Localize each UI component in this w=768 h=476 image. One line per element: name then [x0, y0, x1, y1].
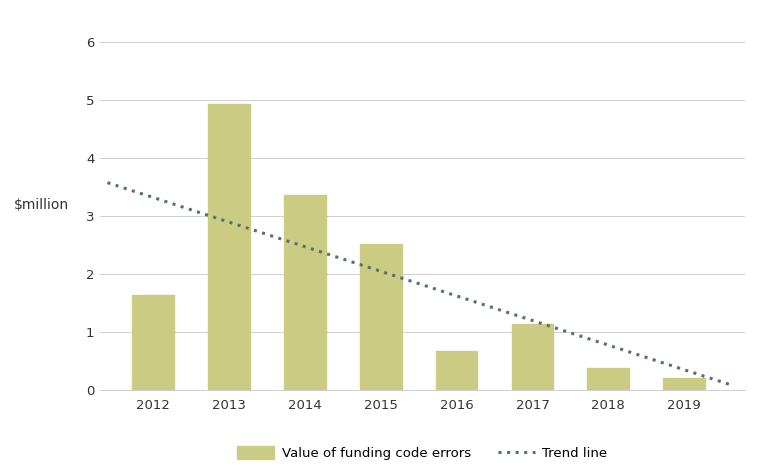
Bar: [588, 368, 629, 390]
Bar: [208, 104, 250, 390]
Bar: [132, 295, 174, 390]
Bar: [435, 351, 478, 390]
Text: $million: $million: [15, 198, 69, 212]
Bar: [511, 324, 553, 390]
Legend: Value of funding code errors, Trend line: Value of funding code errors, Trend line: [232, 441, 613, 466]
Bar: [284, 195, 326, 390]
Bar: [664, 377, 705, 390]
Bar: [359, 244, 402, 390]
